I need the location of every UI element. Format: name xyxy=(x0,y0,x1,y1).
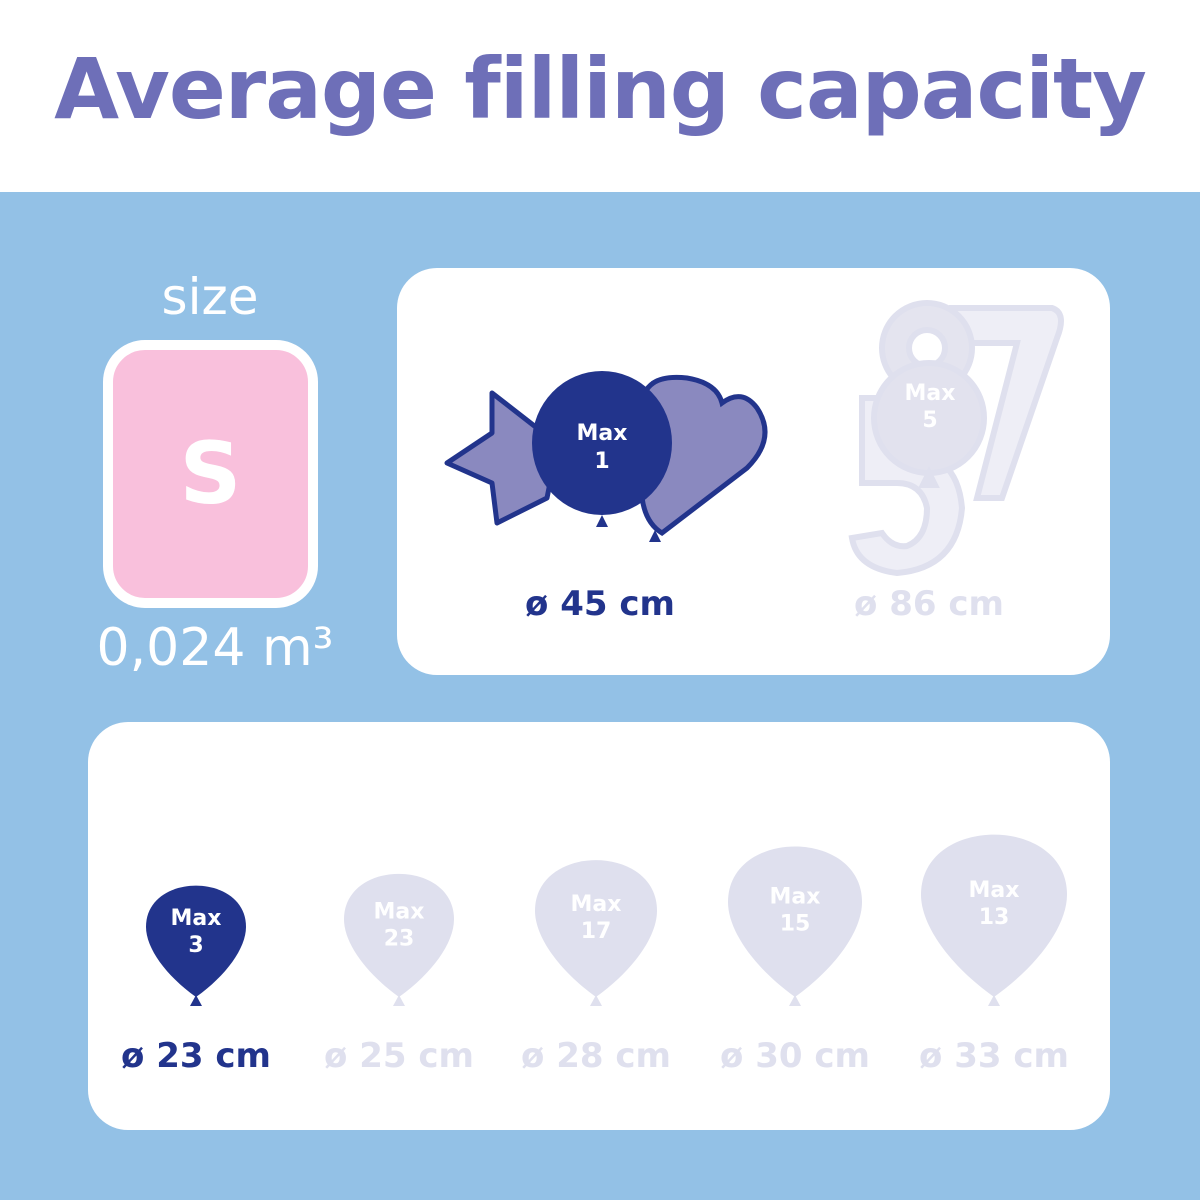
latex-max-text: 13 xyxy=(979,905,1010,930)
round-balloon-icon xyxy=(532,371,672,515)
foil-max-label-1: Max xyxy=(577,421,628,446)
foil-diameter-2: ø 86 cm xyxy=(854,584,1004,624)
number-balloons-icon xyxy=(848,300,1064,577)
foil-balloons-card: Max 5 Max 1 ø 45 cm ø 86 cm xyxy=(397,268,1110,675)
latex-max-text: Max xyxy=(770,885,821,910)
latex-max-text: Max xyxy=(969,878,1020,903)
size-label: size xyxy=(161,268,259,326)
latex-max-text: Max xyxy=(374,900,425,925)
page-title: Average filling capacity xyxy=(54,40,1147,138)
latex-diameter: ø 25 cm xyxy=(324,1036,474,1076)
latex-diameter: ø 23 cm xyxy=(121,1036,271,1076)
foil-max-value-2: 5 xyxy=(922,408,937,433)
latex-max-text: Max xyxy=(571,892,622,917)
heart-balloon-icon xyxy=(638,374,768,537)
latex-balloons-card: Max 3 Max 23 Max 17 Max 15 Max 13 ø 23 cm ø 25 cm ø… xyxy=(88,722,1110,1130)
latex-max-text: 15 xyxy=(780,912,811,937)
latex-diameter: ø 28 cm xyxy=(521,1036,671,1076)
size-badge: S xyxy=(103,340,318,608)
foil-balloons-illustration: Max 5 Max 1 xyxy=(444,300,1064,577)
header: Average filling capacity xyxy=(0,0,1200,192)
volume-value: 0,024 m³ xyxy=(96,618,334,678)
foil-diameter-1: ø 45 cm xyxy=(525,584,675,624)
latex-diameter: ø 30 cm xyxy=(720,1036,870,1076)
latex-diameter: ø 33 cm xyxy=(919,1036,1069,1076)
latex-max-text: 3 xyxy=(188,933,203,958)
latex-max-text: Max xyxy=(171,906,222,931)
foil-max-value-1: 1 xyxy=(594,449,609,474)
latex-max-text: 23 xyxy=(384,927,415,952)
foil-max-label-2: Max xyxy=(905,381,956,406)
latex-max-text: 17 xyxy=(581,919,612,944)
size-value: S xyxy=(179,424,242,524)
